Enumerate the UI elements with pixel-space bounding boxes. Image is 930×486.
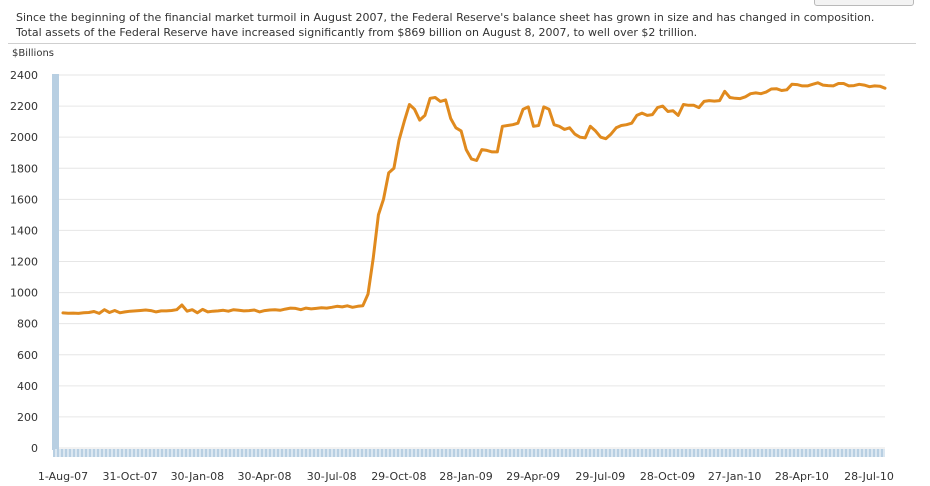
intro-text: Since the beginning of the financial mar…: [16, 10, 906, 40]
y-tick-label: 400: [17, 380, 38, 393]
x-tick-label: 30-Apr-08: [237, 470, 291, 483]
total-assets-line: [61, 81, 887, 315]
y-tick-label: 1800: [10, 162, 38, 175]
y-tick-label: 2000: [10, 131, 38, 144]
y-tick-label: 2400: [10, 69, 38, 82]
x-tick-label: 28-Jul-10: [844, 470, 894, 483]
x-tick-label: 30-Jul-08: [307, 470, 357, 483]
divider: [8, 43, 916, 44]
y-tick-label: 2200: [10, 100, 38, 113]
x-tick-label: 29-Jul-09: [575, 470, 625, 483]
y-tick-label: 800: [17, 318, 38, 331]
x-tick-label: 29-Oct-08: [371, 470, 426, 483]
x-tick-label: 28-Jan-09: [439, 470, 493, 483]
x-tick-label: 27-Jan-10: [708, 470, 762, 483]
y-tick-label: 0: [31, 442, 38, 455]
y-tick-label: 1000: [10, 287, 38, 300]
x-tick-label: 1-Aug-07: [38, 470, 88, 483]
x-tick-label: 29-Apr-09: [506, 470, 560, 483]
corner-tab: [814, 0, 914, 6]
x-tick-label: 28-Oct-09: [640, 470, 695, 483]
x-tick-label: 30-Jan-08: [171, 470, 225, 483]
intro-line-1: Since the beginning of the financial mar…: [16, 11, 875, 24]
y-tick-label: 200: [17, 411, 38, 424]
y-tick-label: 1400: [10, 224, 38, 237]
y-axis-bar: [52, 74, 59, 450]
intro-line-2: Total assets of the Federal Reserve have…: [16, 26, 698, 39]
y-tick-label: 1600: [10, 193, 38, 206]
y-axis-unit-label: $Billions: [12, 48, 55, 59]
y-tick-label: 600: [17, 349, 38, 362]
x-tick-label: 28-Apr-10: [775, 470, 829, 483]
y-tick-label: 1200: [10, 256, 38, 269]
x-tick-label: 31-Oct-07: [103, 470, 158, 483]
